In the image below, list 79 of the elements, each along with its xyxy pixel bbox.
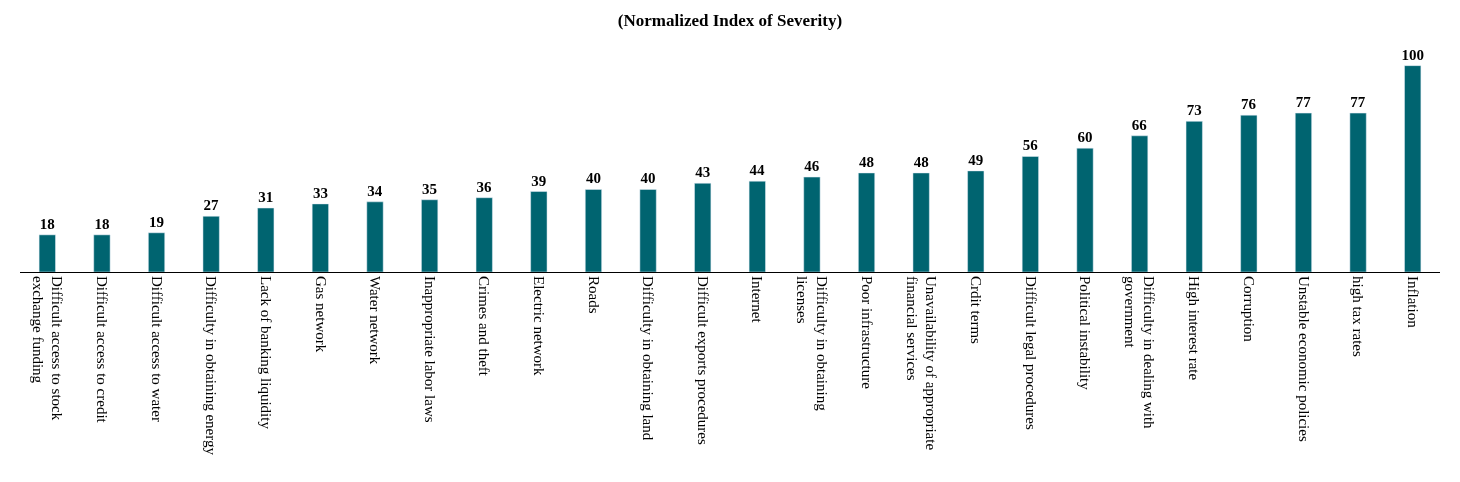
data-label: 48 <box>859 153 875 170</box>
data-label: 39 <box>531 172 547 189</box>
bar <box>1349 112 1367 272</box>
bar <box>1131 135 1149 272</box>
bar <box>311 203 329 272</box>
data-label: 33 <box>312 184 328 201</box>
data-label: 60 <box>1077 129 1093 146</box>
x-tick-label: Inflation <box>1404 276 1421 329</box>
bar <box>1076 147 1094 272</box>
data-label: 66 <box>1131 116 1148 133</box>
bar <box>421 199 439 272</box>
bar <box>803 176 821 272</box>
x-tick-label: Crimes and theft <box>476 276 493 377</box>
data-label: 77 <box>1350 94 1366 111</box>
x-tick-label: Difficult exports procedures <box>694 276 711 445</box>
data-label: 76 <box>1241 96 1257 113</box>
x-tick-label: Political instability <box>1077 276 1094 391</box>
bar <box>748 180 766 272</box>
data-label: 73 <box>1186 102 1202 119</box>
data-label: 36 <box>476 178 492 195</box>
bar <box>530 191 548 272</box>
chart-title: (Normalized Index of Severity) <box>617 11 843 31</box>
data-label: 19 <box>149 213 165 230</box>
x-tick-label: Internet <box>749 276 766 324</box>
x-tick-label: Difficulty in obtaining land <box>640 276 657 441</box>
x-tick-label: Difficult access to stock exchange funding <box>29 276 66 421</box>
x-tick-label: Unavailability of appropriate financial services <box>903 276 940 451</box>
x-tick-label: high tax rates <box>1350 276 1367 357</box>
bar <box>639 189 657 272</box>
bar <box>93 234 111 272</box>
bar <box>148 232 165 272</box>
data-label: 18 <box>39 215 55 232</box>
data-label: 49 <box>968 151 984 168</box>
data-label: 100 <box>1401 46 1424 63</box>
data-label: 77 <box>1295 94 1312 111</box>
x-tick-label: Difficult access to credit <box>94 276 111 424</box>
data-label: 18 <box>94 215 110 232</box>
x-tick-label: Difficult access to water <box>148 276 165 422</box>
x-tick-label: Difficult legal procedures <box>1022 276 1039 430</box>
bar <box>202 216 220 272</box>
x-tick-label: Inappropriate labor laws <box>421 276 438 423</box>
bar <box>1404 65 1422 272</box>
bar <box>366 201 384 272</box>
bar <box>1295 112 1312 272</box>
bar <box>858 172 875 272</box>
x-tick-label: High interest rate <box>1186 276 1203 381</box>
data-label: 40 <box>585 170 601 187</box>
bar <box>1021 156 1039 272</box>
bar <box>1240 114 1258 272</box>
bar <box>257 207 275 272</box>
data-label: 44 <box>749 162 766 179</box>
bar <box>585 189 602 272</box>
data-label: 56 <box>1022 137 1039 154</box>
data-label: 46 <box>804 158 820 175</box>
bar <box>1185 121 1203 272</box>
x-tick-label: Electric network <box>530 276 547 377</box>
x-tick-label: Difficulty in obtaining energy <box>203 276 220 456</box>
x-tick-label: Unstable economic policies <box>1295 276 1312 442</box>
x-tick-label: Roads <box>585 276 602 314</box>
data-label: 35 <box>422 180 438 197</box>
x-tick-label: Corruption <box>1240 276 1257 343</box>
x-tick-label: Poor infrastructure <box>858 276 875 390</box>
bar <box>912 172 930 272</box>
bar <box>694 183 712 272</box>
x-tick-label: Gas network <box>312 276 329 353</box>
data-label: 31 <box>258 189 274 206</box>
bar <box>475 197 493 272</box>
bar <box>38 234 56 272</box>
data-label: 43 <box>695 164 711 181</box>
x-tick-label: Crdit terms <box>967 276 984 345</box>
x-tick-label: Difficulty in dealing with government <box>1121 276 1158 430</box>
data-label: 40 <box>640 170 656 187</box>
x-tick-label: Water network <box>367 276 384 365</box>
x-tick-label: Difficulty in obtaining licenses <box>794 276 830 412</box>
data-label: 48 <box>913 153 929 170</box>
data-label: 27 <box>203 197 219 214</box>
data-label: 34 <box>367 182 383 199</box>
x-tick-label: Lack of banking liquidity <box>257 276 274 430</box>
bar <box>967 170 985 272</box>
